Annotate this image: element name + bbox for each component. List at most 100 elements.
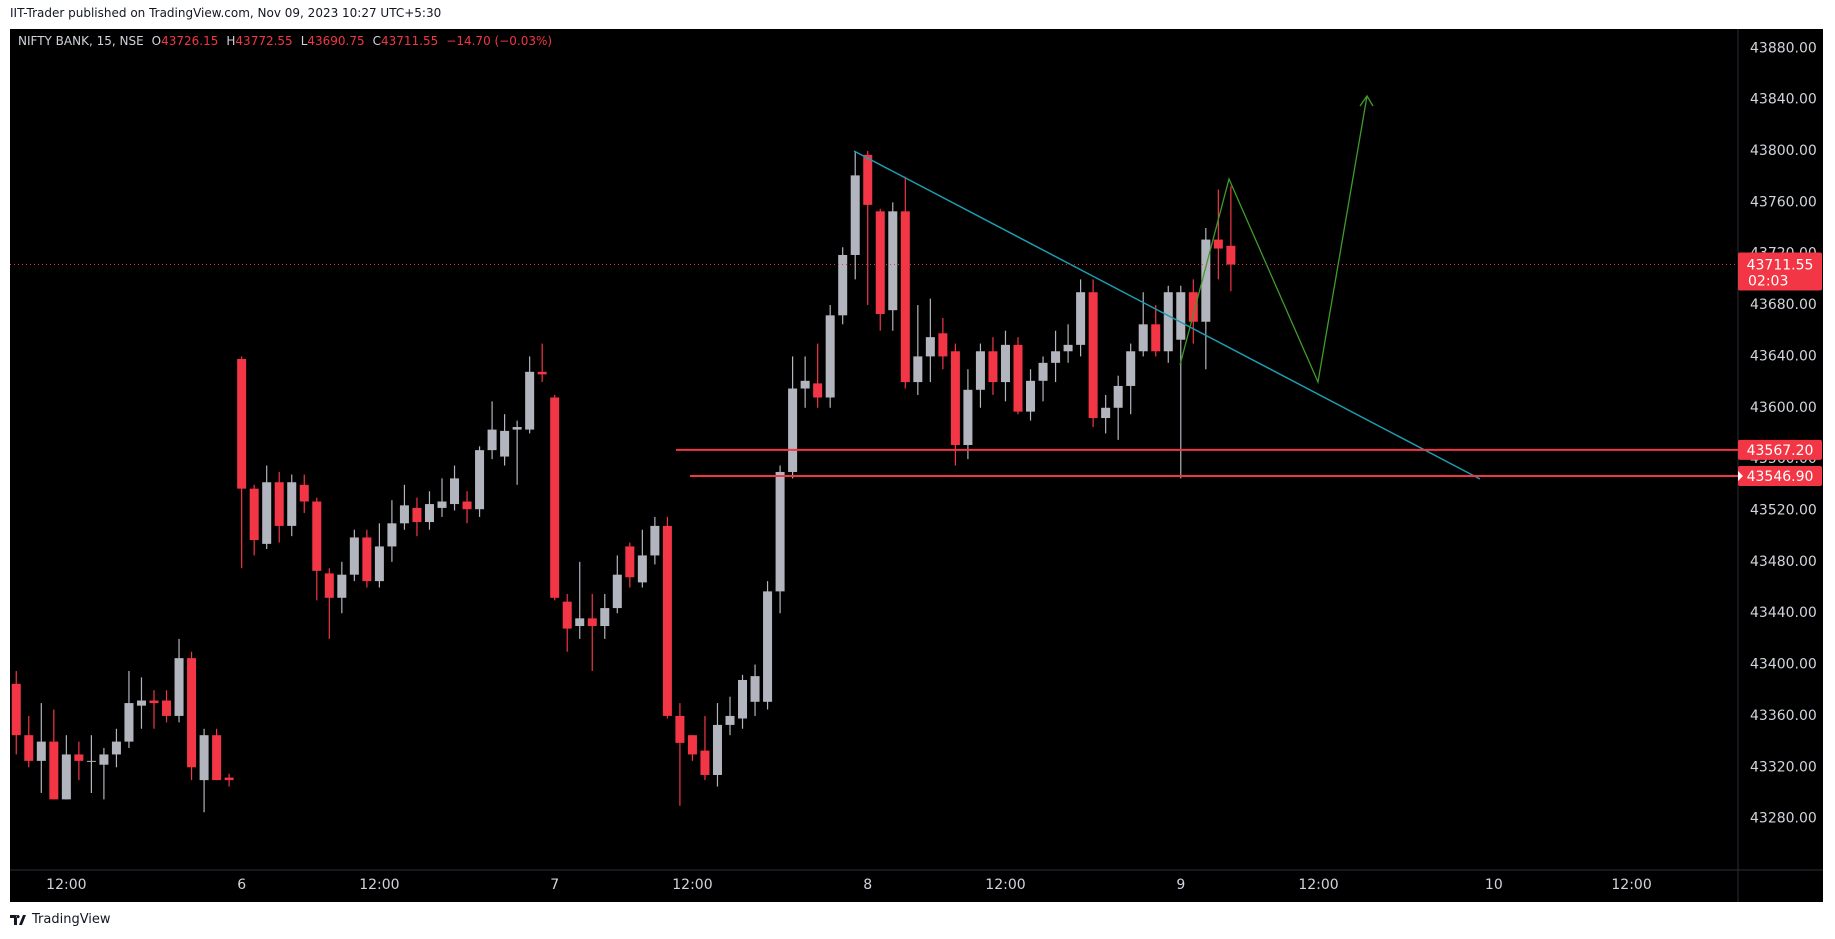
projection-arrowhead [1359,94,1374,107]
candle-body [1188,292,1198,322]
x-tick-label: 6 [237,877,246,893]
candles [11,150,1236,813]
trend-line [853,150,1481,480]
candle-body [249,488,259,541]
candle-body [913,356,923,383]
change: −14.70 (−0.03%) [446,34,553,48]
candle-body [587,618,597,627]
candle-body [650,525,660,556]
y-tick-label: 43520.00 [1750,502,1817,518]
x-tick-label: 8 [863,877,872,893]
candle-body [500,430,510,457]
candle-body [963,389,973,446]
last-price-label: 43711.55 [1747,258,1814,274]
candle-body [750,676,760,702]
y-tick-label: 43800.00 [1750,143,1817,159]
high-value: 43772.55 [235,34,293,48]
candle-body [174,658,184,716]
candle-body [224,777,234,781]
candle-body [462,501,472,510]
candle-body [1176,292,1186,340]
y-tick-label: 43880.00 [1750,40,1817,56]
candle-body [199,735,209,781]
candle-body [337,574,347,598]
ohlc-prefix: O [151,34,162,48]
candle-body [888,211,898,311]
candle-body [424,504,434,523]
candle-body [1076,292,1086,345]
y-tick-label: 43680.00 [1750,297,1817,313]
open-value: 43726.15 [161,34,219,48]
candle-body [612,574,622,609]
candle-body [550,397,560,598]
candle-body [212,735,222,781]
price-label-box [1738,465,1822,486]
x-tick-label: 12:00 [672,877,712,893]
candle-body [1051,351,1061,363]
candle-body [562,601,572,629]
candle-body [625,546,635,578]
candle-body [1026,380,1036,412]
candle-body [324,573,334,598]
countdown: 02:03 [1748,274,1788,290]
candle-body [11,683,21,736]
symbol-title: NIFTY BANK, 15, NSE [18,34,144,48]
candle-body [349,537,359,575]
ohlc-prefix: H [226,34,236,48]
candle-body [99,754,109,765]
candle-body [925,337,935,357]
candle-body [362,537,372,582]
candle-body [1101,407,1111,419]
x-tick-label: 9 [1176,877,1185,893]
candle-body [600,608,610,627]
y-tick-label: 43600.00 [1750,400,1817,416]
candle-body [938,333,948,357]
level-marker [1738,470,1743,481]
candle-body [1163,292,1173,352]
y-tick-label: 43400.00 [1750,657,1817,673]
candle-body [299,484,309,502]
candle-body [61,754,71,800]
candle-body [662,525,672,716]
candle-body [900,211,910,383]
candle-body [287,482,297,526]
candle-body [1126,351,1136,386]
candle-body [149,700,159,704]
y-tick-label: 43360.00 [1750,708,1817,724]
candle-body [24,735,34,761]
candle-body [412,507,422,523]
candle-body [637,555,647,583]
candle-body [512,427,522,430]
candle-body [162,700,172,716]
candle-body [1201,239,1211,322]
candle-body [36,741,46,761]
candle-body [975,351,985,390]
candle-body [274,482,284,526]
ohlc-prefix: C [372,34,382,48]
candle-body [863,154,873,205]
logo [10,914,26,925]
candle-body [187,658,197,768]
candle-body [49,741,59,800]
candle-body [1038,362,1048,381]
x-tick-label: 12:00 [1298,877,1338,893]
candle-body [1226,245,1236,265]
candle-body [262,482,272,544]
candle-body [738,679,748,719]
legend: NIFTY BANK, 15, NSE O43726.15 H43772.55 L43… [18,34,552,48]
candle-body [387,523,397,547]
candle-body [312,501,322,571]
candle-body [1213,239,1223,249]
candle-body [487,429,497,451]
brand: TradingView [32,912,111,927]
candle-body [1013,344,1023,412]
candle-body [399,505,409,524]
candle-body [537,371,547,375]
candle-body [111,741,121,755]
y-tick-label: 43640.00 [1750,348,1817,364]
candle-body [725,715,735,725]
candle-body [875,211,885,315]
x-tick-label: 12:00 [359,877,399,893]
candle-body [950,351,960,446]
